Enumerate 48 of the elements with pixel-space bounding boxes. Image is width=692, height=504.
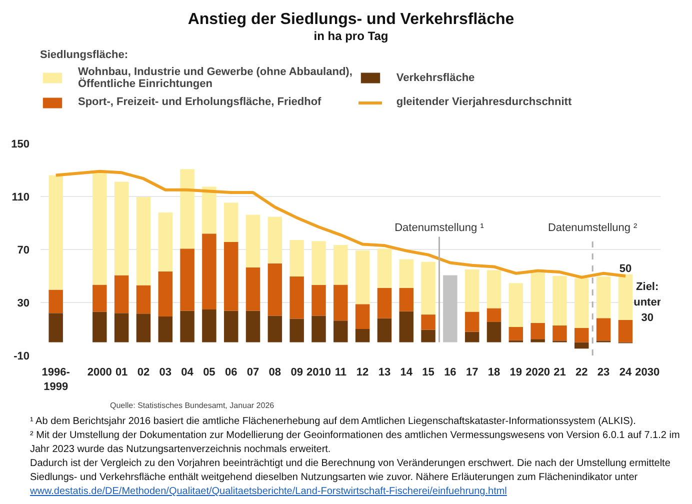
ref-line-label: Datenumstellung ² xyxy=(548,221,638,234)
legend-label: gleitender Vierjahresdurchschnitt xyxy=(396,96,573,108)
x-tick-label: 12 xyxy=(356,366,369,378)
x-tick-label: 16 xyxy=(444,366,456,378)
x-tick-label: 14 xyxy=(400,366,414,378)
x-tick-label: 13 xyxy=(378,366,391,378)
x-tick-label: 2020 xyxy=(526,366,550,378)
x-tick-label: 23 xyxy=(597,366,610,378)
chart-subtitle: in ha pro Tag xyxy=(312,29,390,44)
x-tick-label: 24 xyxy=(619,366,632,378)
x-tick-label: 1996-1999 xyxy=(42,366,70,392)
x-tick-label: 11 xyxy=(334,366,346,378)
x-tick-label: 19 xyxy=(510,366,522,378)
text: ¹ Ab dem Berichtsjahr 2016 basiert die amtliche Flächenerhebung auf dem Amtlichen Liegenschaftskataster-Informationssystem (ALKIS). xyxy=(30,414,637,429)
text: Dadurch ist der Vergleich zu den Vorjahren beeinträchtigt und die Berechnung von Veränderungen erschwert. Die nach der Umstellung ermittelte Siedlungs- und Verkehrsfläche enthält weitgehend dieselben Nutzungsarten wie zuvor. Nähere Erläuterungen zum Flächenindikator unter xyxy=(30,456,672,485)
text: ² Mit der Umstellung der Dokumentation zur Modellierung der Geoinformationen des amtlichen Vermessungswesens von Version 6.0.1 auf 7.1.2 im Jahr 2023 wurde das Nutzungsartenverzeichnis nochmals erweitert. xyxy=(30,428,681,457)
chart-title: Anstieg der Siedlungs- und Verkehrsfläche xyxy=(188,10,514,30)
x-tick-label: 03 xyxy=(159,366,172,378)
x-tick-label: 22 xyxy=(576,366,588,378)
text: www.destatis.de/DE/Methoden/Qualitaet/Qualitaetsberichte/Land-Forstwirtschaft-Fischerei/einfuehrung.html xyxy=(30,484,508,499)
legend-title: Siedlungsfläche: xyxy=(40,48,130,61)
y-tick-label: 150 xyxy=(11,138,30,150)
y-tick-label: 70 xyxy=(17,244,30,256)
x-tick-label: 05 xyxy=(203,366,216,378)
x-tick-label: 21 xyxy=(554,366,566,378)
ref-line-label: Datenumstellung ¹ xyxy=(394,221,484,234)
x-tick-label: 2000 xyxy=(87,366,112,378)
x-tick-label: 04 xyxy=(181,366,194,378)
x-tick-label: 15 xyxy=(422,366,434,378)
legend-label: Sport-, Freizeit- und Erholungsfläche, Friedhof xyxy=(78,96,322,108)
x-tick-label: 2010 xyxy=(306,366,331,378)
x-tick-label: 07 xyxy=(246,366,260,378)
x-tick-label: 01 xyxy=(115,366,128,378)
annotation: 50 xyxy=(619,262,632,275)
legend-label: Wohnbau, Industrie und Gewerbe (ohne Abbauland), Öffentliche Einrichtungen xyxy=(78,66,352,90)
x-tick-label: 08 xyxy=(268,366,282,378)
annotation: Ziel: unter 30 xyxy=(634,280,662,324)
x-tick-label: 18 xyxy=(488,366,500,378)
x-tick-label: 06 xyxy=(224,366,238,378)
x-tick-label: 09 xyxy=(290,366,303,378)
legend-label: Verkehrsfläche xyxy=(396,72,476,84)
x-tick-label: 17 xyxy=(466,366,478,378)
y-tick-label: 110 xyxy=(12,191,30,204)
x-tick-label: 2030 xyxy=(635,366,660,378)
y-tick-label: -10 xyxy=(14,350,30,362)
x-tick-label: 02 xyxy=(137,366,150,378)
y-tick-label: 30 xyxy=(17,297,30,310)
source-note: Quelle: Statistisches Bundesamt, Januar 2026 xyxy=(110,400,276,411)
